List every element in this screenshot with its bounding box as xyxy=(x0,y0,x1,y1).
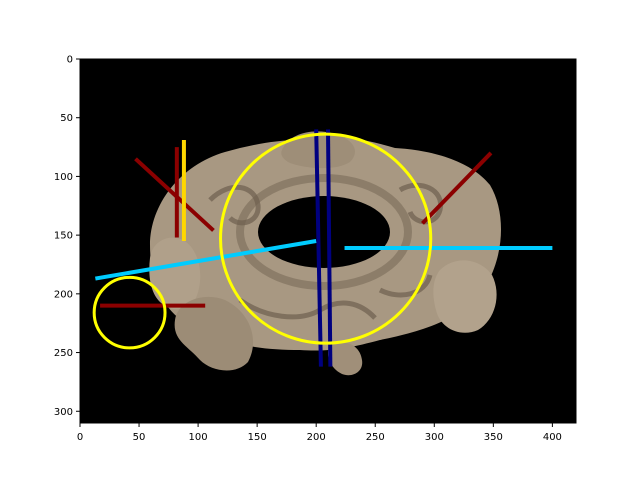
x-tick-label: 300 xyxy=(425,432,444,443)
x-tick-label: 0 xyxy=(77,432,83,443)
ornament-left-lobe xyxy=(149,237,201,310)
y-tick-label: 50 xyxy=(60,113,73,124)
ornament-bottom-left-curl xyxy=(174,296,254,371)
x-tick-label: 50 xyxy=(133,432,146,443)
plot-frame xyxy=(79,58,577,424)
ornament-right-beast xyxy=(433,260,497,333)
y-tick-label: 300 xyxy=(54,407,73,418)
ornament-carving-swirl-left xyxy=(208,184,261,226)
x-tick-label: 350 xyxy=(484,432,503,443)
x-tick-label: 400 xyxy=(543,432,562,443)
overlay-large-circle xyxy=(219,132,433,345)
overlay-dark-red-diagonal-right xyxy=(421,151,493,225)
y-tick-label: 150 xyxy=(54,231,73,242)
ornament-carving-ring xyxy=(236,174,412,290)
x-axis: 0 50 100 150 200 250 300 350 400 xyxy=(77,423,562,443)
y-tick-label: 200 xyxy=(54,289,73,300)
x-tick-label: 100 xyxy=(189,432,208,443)
ornament-bottom-tail xyxy=(328,342,363,376)
x-tick-label: 200 xyxy=(307,432,326,443)
y-tick-label: 0 xyxy=(67,55,73,66)
y-tick-label: 250 xyxy=(54,348,73,359)
overlay-navy-line-right xyxy=(326,129,333,367)
overlay-small-circle xyxy=(92,275,167,350)
overlay-dark-red-diagonal-left xyxy=(134,157,215,232)
plot-area xyxy=(79,58,577,424)
x-tick-label: 150 xyxy=(248,432,267,443)
x-tick-label: 250 xyxy=(366,432,385,443)
ornament-carving-swirl-lower-right xyxy=(378,274,433,298)
y-axis: 0 50 100 150 200 250 300 xyxy=(54,55,80,418)
overlay-cyan-diagonal xyxy=(95,239,317,281)
annotation-overlays xyxy=(92,129,553,367)
overlay-navy-line-left xyxy=(314,129,323,367)
y-tick-label: 100 xyxy=(54,172,73,183)
